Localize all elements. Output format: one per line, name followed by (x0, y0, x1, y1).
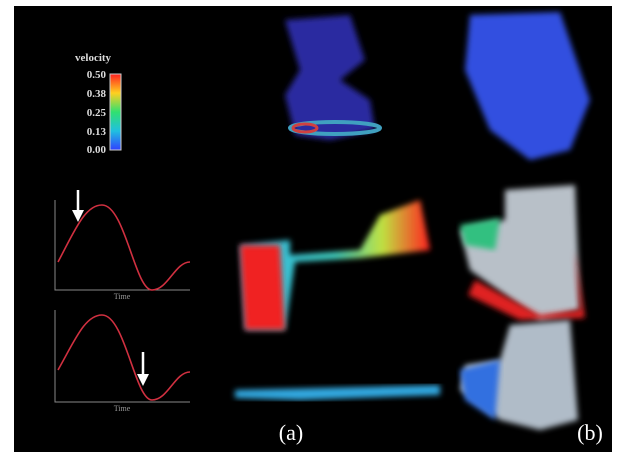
plot-x-label: Time (114, 292, 131, 301)
colorbar-label: 0.00 (87, 144, 107, 156)
flow-render (240, 245, 285, 330)
plot-x-label: Time (114, 404, 131, 413)
colorbar (110, 74, 121, 150)
colorbar-label: 0.38 (87, 88, 107, 100)
colorbar-label: 0.13 (87, 126, 107, 138)
colorbar-label: 0.25 (87, 107, 107, 119)
panel-label: (b) (577, 420, 603, 445)
colorbar-title: velocity (75, 52, 112, 64)
panel-label: (a) (279, 420, 303, 445)
colorbar-label: 0.50 (87, 69, 107, 81)
figure: velocity 0.50 0.38 0.25 0.13 0.00 Time T… (0, 0, 629, 464)
